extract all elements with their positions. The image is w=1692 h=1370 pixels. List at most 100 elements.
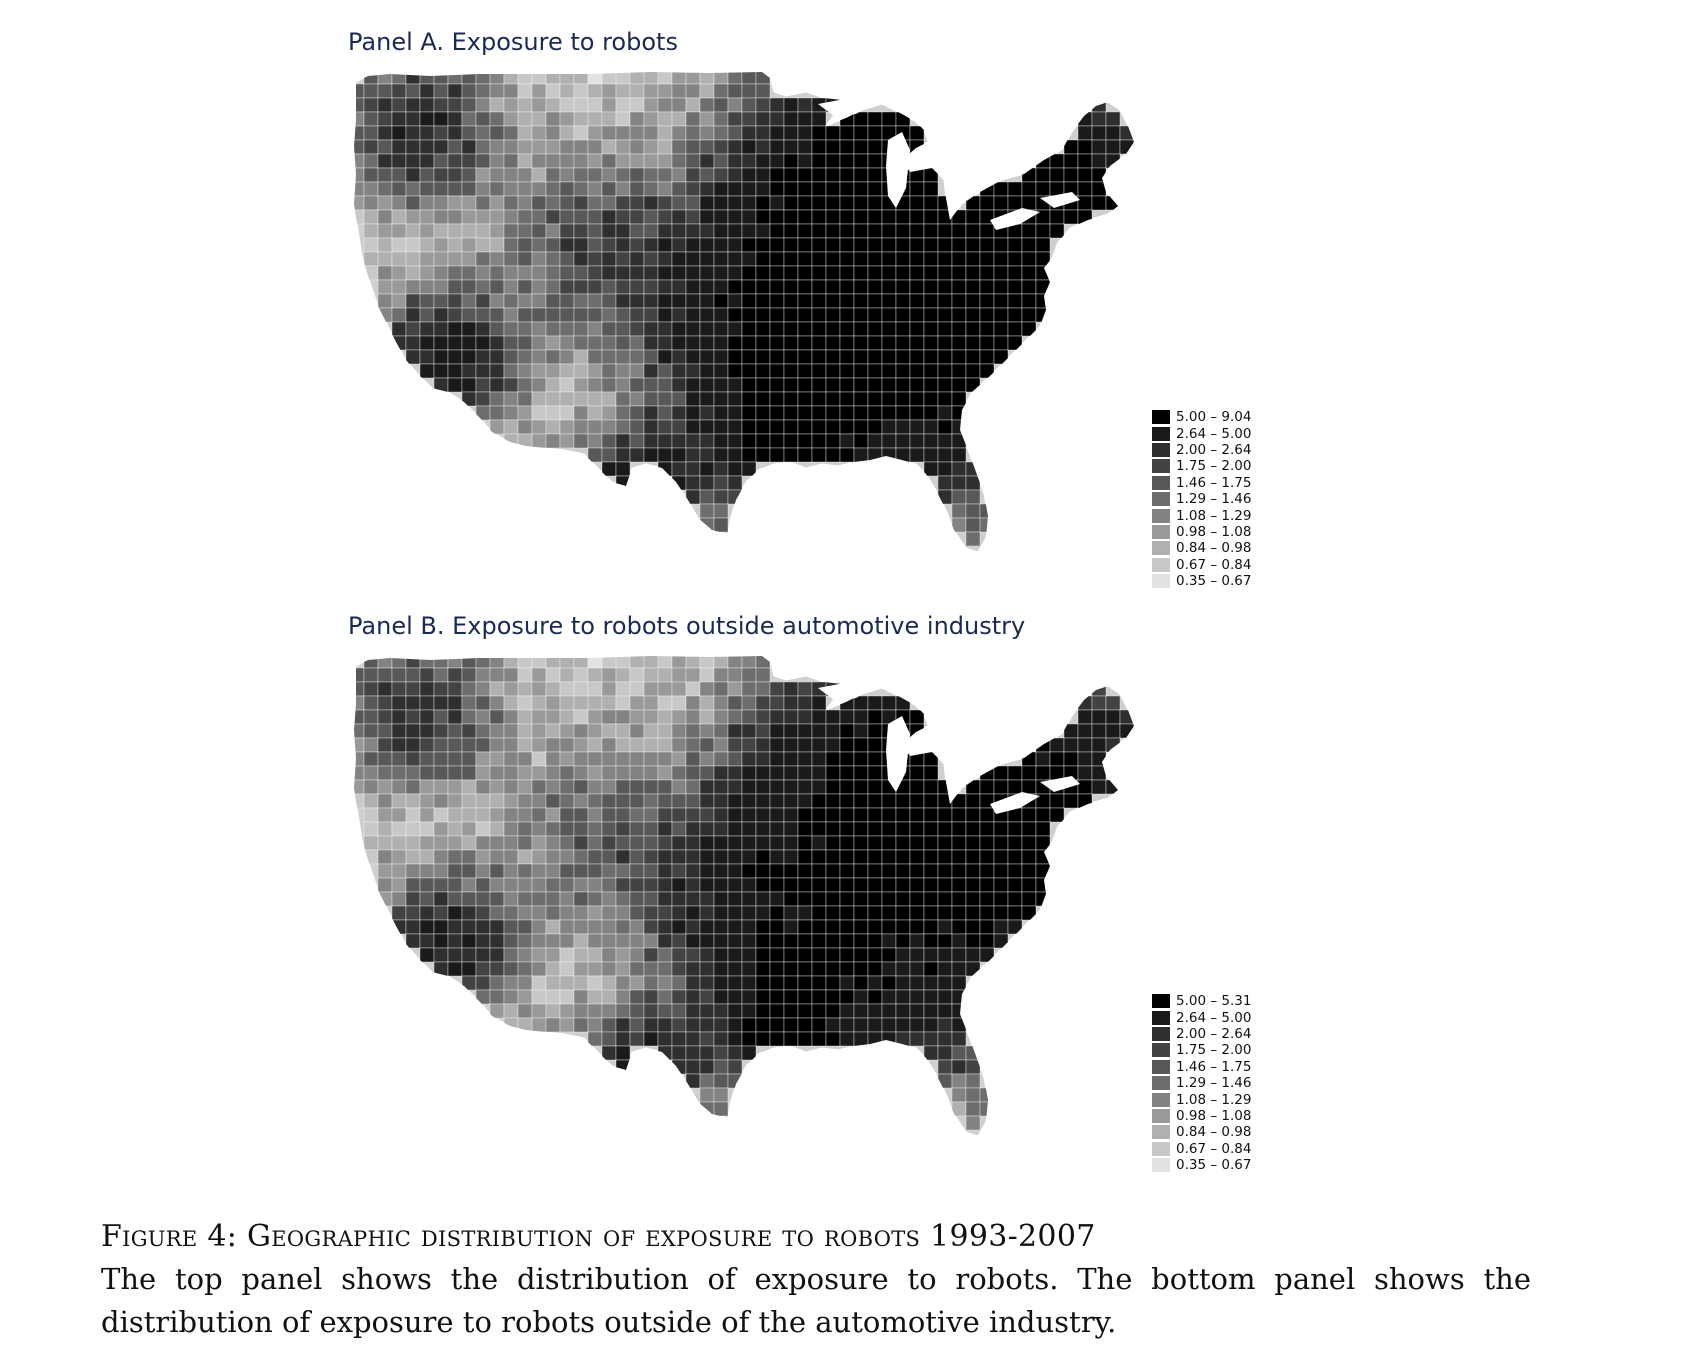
map-region — [354, 667, 365, 683]
map-region — [587, 947, 603, 963]
map-region — [797, 863, 813, 879]
map-region — [965, 1101, 981, 1117]
map-region — [909, 849, 925, 865]
map-region — [811, 1031, 827, 1047]
map-region — [531, 681, 547, 697]
map-region — [447, 863, 463, 879]
map-region — [419, 181, 435, 197]
map-region — [643, 821, 659, 837]
map-region — [1007, 877, 1023, 893]
map-region — [489, 181, 505, 197]
map-region — [1077, 723, 1093, 739]
map-region — [811, 377, 827, 393]
map-region — [354, 125, 365, 141]
map-region — [573, 419, 589, 435]
map-region — [1077, 195, 1093, 211]
map-region — [461, 321, 477, 337]
map-region — [713, 433, 729, 449]
map-region — [937, 877, 953, 893]
map-region — [447, 905, 463, 921]
map-region — [489, 167, 505, 183]
map-region — [587, 83, 603, 99]
map-region — [937, 405, 953, 421]
map-region — [825, 167, 841, 183]
map-region — [923, 223, 939, 239]
map-region — [377, 779, 393, 795]
legend-entry: 0.98 – 1.08 — [1152, 524, 1251, 540]
map-region — [769, 989, 785, 1005]
map-region — [559, 1003, 575, 1019]
map-region — [839, 447, 855, 463]
map-region — [629, 97, 645, 113]
map-region — [363, 737, 379, 753]
map-region — [979, 863, 995, 879]
map-region — [587, 667, 603, 683]
map-region — [377, 139, 393, 155]
map-region — [559, 709, 575, 725]
panel-b-title: Panel B. Exposure to robots outside auto… — [348, 612, 1026, 640]
map-region — [713, 737, 729, 753]
map-region — [741, 125, 757, 141]
map-region — [629, 349, 645, 365]
map-region — [713, 849, 729, 865]
map-region — [433, 723, 449, 739]
map-region — [545, 1003, 561, 1019]
map-region — [657, 223, 673, 239]
map-region — [1021, 821, 1037, 837]
map-region — [475, 947, 491, 963]
map-region — [825, 905, 841, 921]
map-region — [825, 237, 841, 253]
map-region — [489, 223, 505, 239]
map-region — [1049, 793, 1065, 809]
map-region — [545, 793, 561, 809]
map-region — [447, 181, 463, 197]
map-region — [503, 335, 519, 351]
map-region — [783, 405, 799, 421]
map-region — [517, 821, 533, 837]
map-region — [503, 391, 519, 407]
map-region — [377, 237, 393, 253]
map-region — [391, 656, 407, 669]
map-region — [853, 181, 869, 197]
map-region — [1077, 181, 1093, 197]
map-region — [377, 793, 393, 809]
map-region — [419, 723, 435, 739]
map-region — [615, 835, 631, 851]
map-region — [699, 517, 715, 533]
map-region — [993, 335, 1009, 351]
map-region — [713, 517, 729, 533]
map-region — [643, 793, 659, 809]
map-region — [517, 307, 533, 323]
map-region — [643, 97, 659, 113]
map-region — [629, 667, 645, 683]
map-region — [783, 905, 799, 921]
map-region — [979, 223, 995, 239]
map-region — [615, 195, 631, 211]
map-region — [573, 723, 589, 739]
map-region — [839, 209, 855, 225]
map-region — [657, 111, 673, 127]
map-region — [657, 335, 673, 351]
map-region — [727, 709, 743, 725]
map-region — [559, 251, 575, 267]
map-region — [405, 307, 421, 323]
map-region — [391, 139, 407, 155]
map-region — [531, 209, 547, 225]
map-region — [573, 905, 589, 921]
map-region — [951, 293, 967, 309]
map-region — [993, 195, 1009, 211]
legend-swatch — [1152, 1158, 1170, 1173]
map-region — [881, 349, 897, 365]
map-region — [461, 307, 477, 323]
map-region — [811, 111, 827, 127]
map-region — [923, 307, 939, 323]
map-region — [503, 1017, 519, 1033]
map-region — [1007, 891, 1023, 907]
map-region — [923, 807, 939, 823]
map-region — [601, 709, 617, 725]
map-region — [937, 335, 953, 351]
map-region — [671, 307, 687, 323]
map-region — [811, 919, 827, 935]
map-region — [489, 125, 505, 141]
map-region — [573, 835, 589, 851]
